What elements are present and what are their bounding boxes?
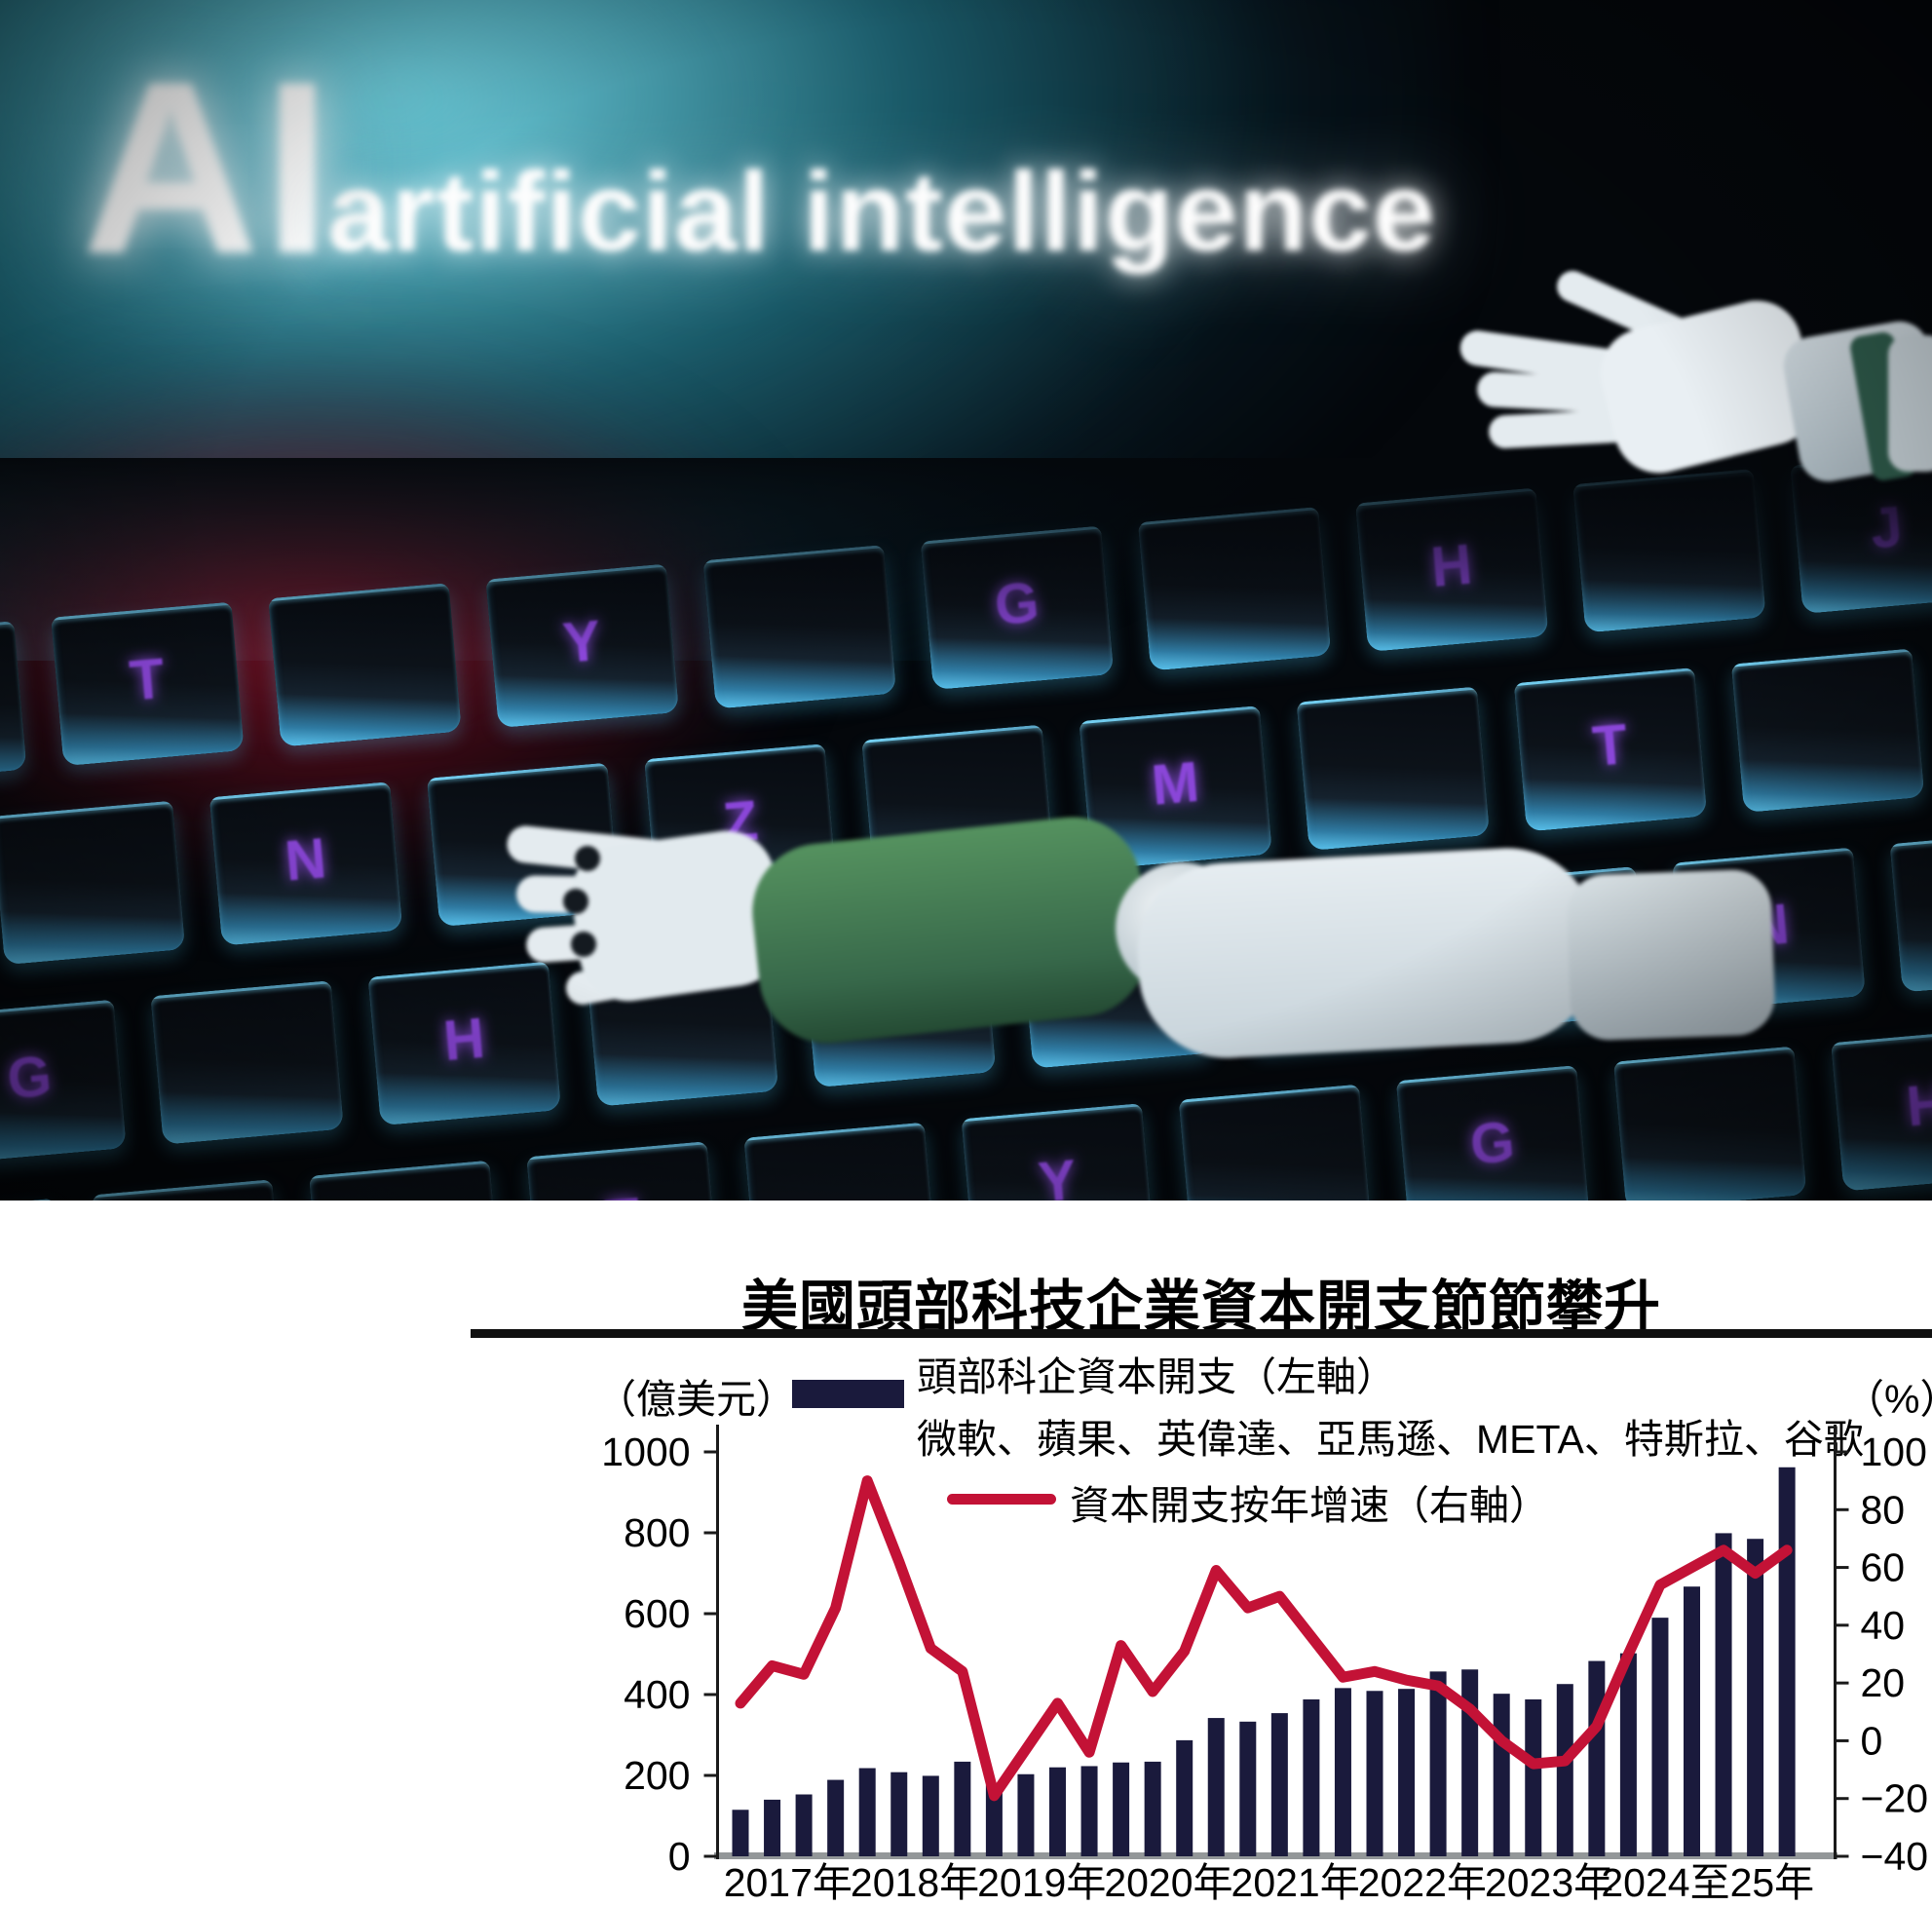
x-axis-year-label: 2022年 [1358,1860,1487,1905]
capex-bar [1334,1688,1351,1856]
capex-bar [1619,1653,1637,1856]
legend-bar-swatch [792,1380,904,1408]
legend-line-label: 資本開支按年增速（右軸） [1070,1483,1549,1528]
capex-bar [1144,1761,1161,1856]
capex-bar [1715,1533,1732,1856]
right-axis-tick-label: 80 [1861,1487,1906,1532]
left-axis-tick-label: 200 [624,1753,690,1798]
x-axis-year-label: 2023年 [1485,1860,1613,1905]
capex-bar [1303,1698,1320,1856]
right-axis-tick-label: 20 [1861,1660,1906,1705]
right-axis-tick-label: −20 [1861,1776,1929,1821]
capex-bar [1651,1618,1669,1856]
legend-bar-label: 頭部科企資本開支（左軸） [917,1354,1396,1399]
capex-bar [1239,1721,1257,1856]
right-axis-unit-label: （%） [1844,1377,1932,1422]
left-axis-tick-label: 1000 [601,1430,690,1474]
x-axis-year-label: 2021年 [1231,1860,1360,1905]
capex-bar [764,1799,781,1856]
x-axis-year-label: 2024至25年 [1601,1860,1814,1905]
capex-bar [1778,1467,1796,1856]
capex-bar [985,1784,1003,1856]
capex-bar [1493,1694,1510,1856]
capex-bar [1049,1767,1066,1856]
capex-bar [954,1761,971,1856]
x-axis-year-label: 2020年 [1104,1860,1232,1905]
capex-bar [1684,1586,1700,1856]
capex-bar [1176,1739,1193,1856]
capex-bar [1461,1669,1479,1856]
right-axis-tick-label: 100 [1861,1430,1927,1474]
left-axis-tick-label: 800 [624,1510,690,1555]
capex-bar [890,1772,908,1856]
legend-bar-companies-label: 微軟、蘋果、英偉達、亞馬遜、META、特斯拉、谷歌 [917,1417,1864,1462]
right-axis-tick-label: 0 [1861,1718,1883,1763]
capex-bar [1525,1698,1542,1856]
left-axis-tick-label: 0 [668,1834,691,1879]
left-axis-tick-label: 400 [624,1672,690,1717]
ai-photo-illustration: TYGHJBNZMTYGHJBNZMTYGH AI artificial int… [0,0,1932,1201]
capex-bar [1270,1713,1288,1856]
x-axis-year-label: 2018年 [851,1860,979,1905]
chart-title: 美國頭部科技企業資本開支節節攀升 [740,1276,1661,1339]
capex-bar [795,1794,813,1856]
capex-bar [922,1775,939,1856]
left-axis-tick-label: 600 [624,1591,690,1636]
capex-bar [827,1779,845,1856]
left-axis-unit-label: （億美元） [596,1377,796,1422]
title-divider-rule [471,1329,1932,1338]
capex-bar [1556,1684,1573,1856]
photo-vignette [0,0,1932,1201]
capex-bar [1747,1539,1764,1856]
capex-bar [732,1810,749,1856]
capex-bar [1588,1660,1606,1856]
right-axis-tick-label: 60 [1861,1545,1906,1590]
capex-bar [1080,1766,1098,1856]
capex-growth-line [735,1475,1793,1802]
x-axis-year-label: 2019年 [977,1860,1106,1905]
legend-line-swatch [947,1494,1056,1505]
capex-bar [1113,1762,1130,1856]
right-axis-tick-label: 40 [1861,1603,1906,1648]
capex-bar [1207,1718,1225,1856]
capex-bar [858,1768,876,1856]
capex-bar [1429,1671,1447,1856]
capex-bar [1366,1691,1383,1856]
capex-bar [1398,1689,1416,1856]
right-axis-tick-label: −40 [1861,1834,1929,1879]
x-axis-year-label: 2017年 [724,1860,852,1905]
capex-bar [1017,1773,1035,1856]
